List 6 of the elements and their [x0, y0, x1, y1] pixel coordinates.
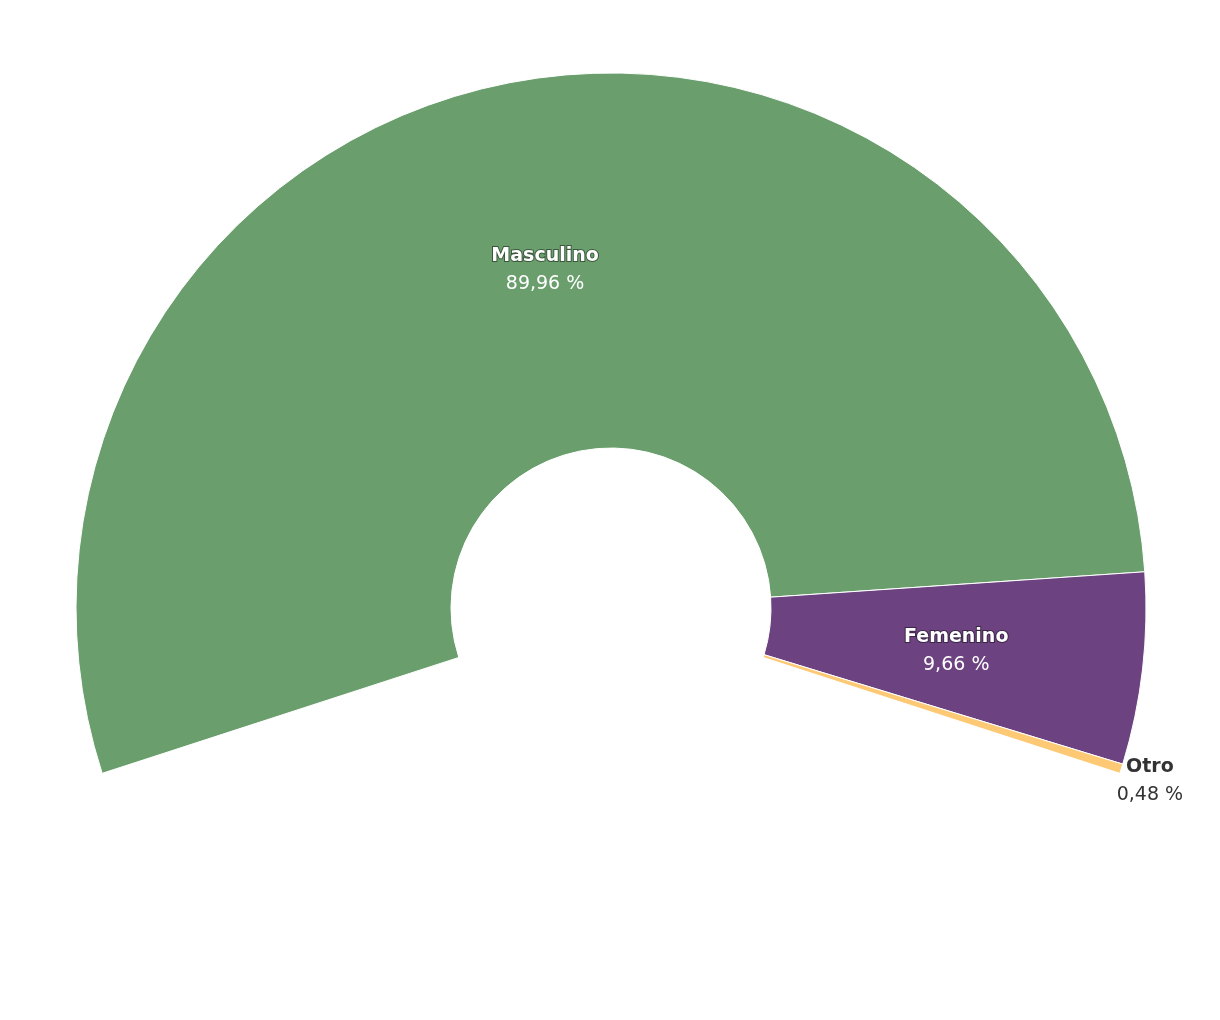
slice-label: Femenino — [904, 623, 1009, 646]
slice-label: Masculino — [491, 242, 599, 265]
data-label: 89,96 % — [505, 270, 585, 293]
slice-label: Otro — [1126, 753, 1174, 776]
data-label: 9,66 % — [923, 651, 990, 674]
data-label: 0,48 % — [1116, 781, 1184, 804]
